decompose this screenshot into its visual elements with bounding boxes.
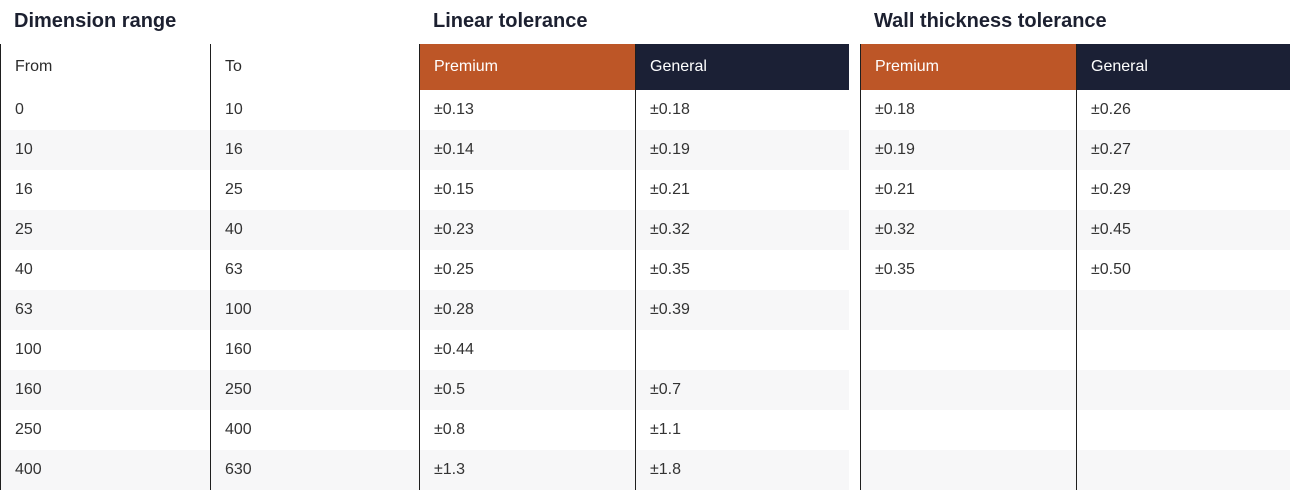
cell-linear-general: ±1.1 xyxy=(650,421,682,438)
cell-linear-premium: ±0.44 xyxy=(434,341,474,358)
cell-linear-premium: ±0.28 xyxy=(420,290,635,330)
column-to: To 10 16 25 40 63 100 160 250 400 630 xyxy=(210,44,419,490)
header-to: To xyxy=(211,44,419,90)
cell-linear-general: ±0.7 xyxy=(636,370,849,410)
cell-to: 100 xyxy=(211,290,419,330)
cell-wall-general: ±0.45 xyxy=(1077,210,1290,250)
cell-from: 100 xyxy=(15,341,42,358)
cell-wall-premium: ±0.18 xyxy=(875,101,915,118)
cell-wall-general xyxy=(1077,330,1290,370)
cell-linear-general: ±1.8 xyxy=(636,450,849,490)
cell-to: 25 xyxy=(225,181,243,198)
cell-linear-general: ±0.19 xyxy=(636,130,849,170)
cell-from: 0 xyxy=(15,101,24,118)
cell-linear-premium: ±0.25 xyxy=(434,261,474,278)
cell-from: 10 xyxy=(1,130,210,170)
column-linear-general: General ±0.18 ±0.19 ±0.21 ±0.32 ±0.35 ±0… xyxy=(635,44,849,490)
column-linear-premium: Premium ±0.13 ±0.14 ±0.15 ±0.23 ±0.25 ±0… xyxy=(419,44,635,490)
cell-from: 40 xyxy=(15,261,33,278)
cell-to: 400 xyxy=(225,421,252,438)
cell-wall-general xyxy=(1077,290,1290,330)
cell-wall-premium xyxy=(861,330,1076,370)
cell-linear-premium: ±1.3 xyxy=(420,450,635,490)
title-dimension-range: Dimension range xyxy=(14,10,177,32)
cell-from: 160 xyxy=(1,370,210,410)
cell-linear-general: ±0.35 xyxy=(650,261,690,278)
cell-wall-premium xyxy=(861,410,1076,450)
cell-linear-general xyxy=(636,330,849,370)
title-linear-tolerance: Linear tolerance xyxy=(433,10,588,32)
cell-to: 16 xyxy=(211,130,419,170)
cell-to: 160 xyxy=(225,341,252,358)
header-from: From xyxy=(1,44,210,90)
cell-to: 10 xyxy=(225,101,243,118)
cell-from: 250 xyxy=(15,421,42,438)
cell-wall-premium xyxy=(861,290,1076,330)
cell-linear-general: ±0.21 xyxy=(650,181,690,198)
column-wall-premium: Premium ±0.18 ±0.19 ±0.21 ±0.32 ±0.35 xyxy=(860,44,1076,490)
header-linear-general: General xyxy=(636,44,849,90)
cell-linear-premium: ±0.15 xyxy=(434,181,474,198)
cell-from: 400 xyxy=(1,450,210,490)
cell-from: 16 xyxy=(15,181,33,198)
cell-to: 63 xyxy=(225,261,243,278)
cell-wall-general xyxy=(1077,450,1290,490)
cell-wall-premium: ±0.35 xyxy=(875,261,915,278)
cell-wall-general: ±0.27 xyxy=(1077,130,1290,170)
cell-linear-premium: ±0.5 xyxy=(420,370,635,410)
column-from: From 0 10 16 25 40 63 100 160 250 400 xyxy=(0,44,210,490)
column-wall-general: General ±0.26 ±0.27 ±0.29 ±0.45 ±0.50 xyxy=(1076,44,1290,490)
header-wall-general: General xyxy=(1077,44,1290,90)
cell-wall-general: ±0.26 xyxy=(1091,101,1131,118)
cell-to: 40 xyxy=(211,210,419,250)
cell-wall-general: ±0.50 xyxy=(1091,261,1131,278)
cell-to: 250 xyxy=(211,370,419,410)
cell-wall-premium: ±0.32 xyxy=(861,210,1076,250)
cell-linear-premium: ±0.14 xyxy=(420,130,635,170)
cell-from: 25 xyxy=(1,210,210,250)
cell-linear-premium: ±0.23 xyxy=(420,210,635,250)
cell-linear-premium: ±0.8 xyxy=(434,421,466,438)
cell-wall-premium xyxy=(861,450,1076,490)
cell-linear-general: ±0.32 xyxy=(636,210,849,250)
cell-wall-general xyxy=(1077,370,1290,410)
cell-wall-general: ±0.29 xyxy=(1091,181,1131,198)
cell-wall-premium: ±0.21 xyxy=(875,181,915,198)
header-linear-premium: Premium xyxy=(420,44,635,90)
cell-from: 63 xyxy=(1,290,210,330)
cell-wall-premium xyxy=(861,370,1076,410)
cell-linear-premium: ±0.13 xyxy=(434,101,474,118)
cell-linear-general: ±0.39 xyxy=(636,290,849,330)
cell-to: 630 xyxy=(211,450,419,490)
title-wall-thickness-tolerance: Wall thickness tolerance xyxy=(874,10,1107,32)
header-wall-premium: Premium xyxy=(861,44,1076,90)
cell-wall-general xyxy=(1077,410,1290,450)
cell-wall-premium: ±0.19 xyxy=(861,130,1076,170)
cell-linear-general: ±0.18 xyxy=(650,101,690,118)
